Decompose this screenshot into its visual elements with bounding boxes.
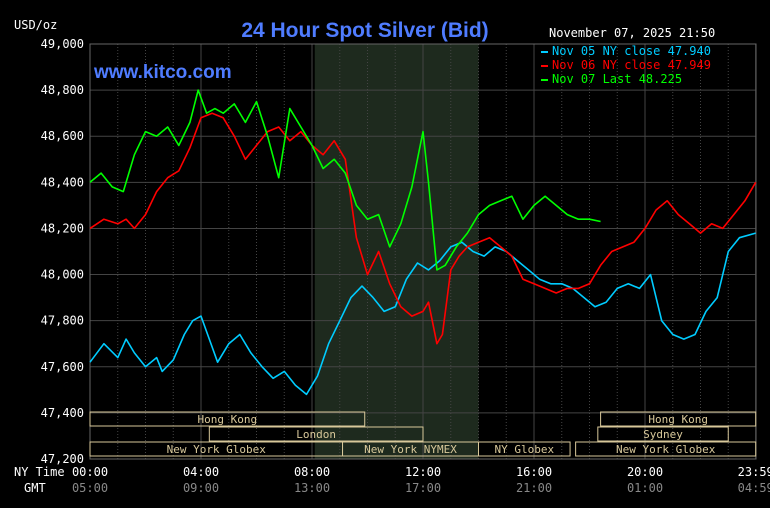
series-line-nov-07 [89, 89, 601, 271]
legend-entry: Nov 05 NY close 47.940 [552, 44, 711, 58]
x-tick-label-ny: 12:00 [405, 465, 441, 479]
legend-entry: Nov 06 NY close 47.949 [552, 58, 711, 72]
legend-swatch [541, 79, 548, 81]
session-band [478, 441, 571, 457]
watermark: www.kitco.com [93, 62, 232, 83]
legend-entry: Nov 07 Last 48.225 [552, 72, 682, 86]
plot-border [89, 43, 757, 460]
series-line-nov-05 [89, 232, 756, 396]
x-tick-label-gmt: 05:00 [72, 481, 108, 495]
chart-title: 24 Hour Spot Silver (Bid) [241, 19, 488, 42]
y-tick-label: 48,800 [41, 83, 84, 97]
legend-swatch [541, 65, 548, 67]
session-band [600, 411, 757, 427]
y-tick-label: 48,400 [41, 175, 84, 189]
session-label: Sydney [643, 428, 683, 441]
y-tick-label: 47,200 [41, 452, 84, 466]
y-tick-label: 47,800 [41, 314, 84, 328]
plot-area: 49,000 48,800 48,600 48,400 48,200 48,000 47,8… [41, 37, 770, 495]
y-tick-label: 47,600 [41, 360, 84, 374]
y-tick-label: 48,000 [41, 268, 84, 282]
x-tick-label-ny: 00:00 [72, 465, 108, 479]
x-tick-label-ny: 16:00 [516, 465, 552, 479]
session-label: NY Globex [494, 443, 554, 456]
session-label: New York Globex [616, 443, 716, 456]
y-tick-label: 48,200 [41, 221, 84, 235]
x-tick-label-ny: 04:00 [183, 465, 219, 479]
session-label: Hong Kong [198, 413, 258, 426]
session-label: New York Globex [167, 443, 267, 456]
session-band [89, 411, 366, 427]
x-tick-label-ny: 08:00 [294, 465, 330, 479]
session-label: London [296, 428, 336, 441]
series-line-nov-06 [89, 112, 757, 345]
session-band [575, 441, 757, 457]
x-tick-label-gmt: 04:59 [738, 481, 770, 495]
gmt-label: GMT [24, 481, 46, 495]
y-tick-label: 49,000 [41, 37, 84, 51]
session-band [208, 426, 424, 442]
x-tick-label-ny: 20:00 [627, 465, 663, 479]
legend-swatch [541, 51, 548, 53]
y-tick-label: 47,400 [41, 406, 84, 420]
x-tick-label-gmt: 21:00 [516, 481, 552, 495]
x-tick-label-ny: 23:59 [738, 465, 770, 479]
timestamp: November 07, 2025 21:50 [549, 26, 715, 40]
x-tick-label-gmt: 01:00 [627, 481, 663, 495]
unit-label: USD/oz [14, 18, 57, 32]
session-label: New York NYMEX [364, 443, 457, 456]
y-tick-label: 48,600 [41, 129, 84, 143]
x-tick-label-gmt: 17:00 [405, 481, 441, 495]
ny-time-label: NY Time [14, 465, 65, 479]
x-tick-label-gmt: 13:00 [294, 481, 330, 495]
session-label: Hong Kong [648, 413, 708, 426]
session-band [597, 426, 729, 442]
x-tick-label-gmt: 09:00 [183, 481, 219, 495]
